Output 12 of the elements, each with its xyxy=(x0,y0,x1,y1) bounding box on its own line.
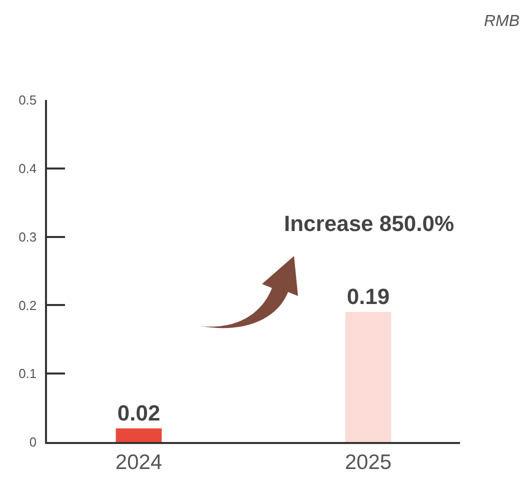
annotation: Increase 850.0% xyxy=(284,211,454,236)
y-tick-label: 0.3 xyxy=(18,229,37,244)
y-tick-label: 0.2 xyxy=(18,298,37,313)
y-tick-label: 0.5 xyxy=(18,92,37,108)
data-label: 0.19 xyxy=(346,284,390,310)
x-tick-label: 2025 xyxy=(344,450,392,474)
y-tick-label: 0 xyxy=(29,434,37,450)
text: RMB xyxy=(484,13,520,30)
y-tick-label: 0.4 xyxy=(18,160,37,176)
x-tick-label: 2024 xyxy=(115,450,162,474)
data-label: 0.02 xyxy=(117,400,160,426)
y-tick-label: 0.1 xyxy=(18,366,37,382)
